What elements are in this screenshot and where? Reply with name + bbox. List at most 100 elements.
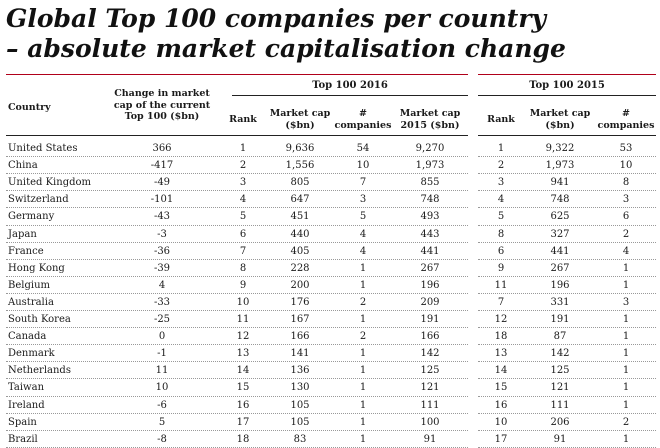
cell-co15: 2: [622, 416, 630, 428]
col-header-rank-2015: Rank: [487, 114, 515, 125]
cell-rank15: 1: [497, 143, 505, 154]
cell-mc16: 440: [290, 228, 310, 240]
cell-co16: 1: [359, 399, 367, 411]
group-header-2015: Top 100 2015: [529, 80, 605, 91]
row-divider: [6, 344, 468, 346]
cell-country: Japan: [8, 228, 37, 240]
cell-change: -43: [153, 211, 171, 223]
cell-country: Taiwan: [8, 382, 45, 394]
cell-change: 5: [158, 416, 166, 428]
cell-mc15b: 196: [550, 279, 570, 291]
cell-change: 0: [158, 331, 166, 343]
cell-mc15b: 267: [550, 262, 570, 274]
cell-mc15: 9,270: [415, 143, 445, 154]
cell-rank15: 15: [494, 382, 508, 394]
cell-country: Denmark: [8, 348, 55, 360]
cell-mc16: 167: [290, 314, 310, 325]
row-divider: [478, 292, 656, 294]
table-row: Switzerland -101 4 647 3 748 4 748 3: [6, 191, 656, 208]
row-divider: [6, 327, 468, 329]
cell-rank15: 13: [494, 348, 508, 360]
cell-rank16: 15: [236, 382, 250, 394]
cell-mc15b: 125: [550, 365, 570, 377]
row-divider: [478, 156, 656, 158]
row-divider: [6, 173, 468, 175]
cell-rank15: 18: [494, 331, 508, 343]
cell-country: Ireland: [8, 399, 45, 411]
row-divider: [478, 412, 656, 414]
cell-mc16: 1,556: [285, 160, 315, 172]
cell-co15: 3: [622, 296, 630, 308]
cell-change: -49: [153, 177, 171, 189]
cell-mc15: 166: [420, 331, 440, 343]
cell-co16: 10: [356, 160, 370, 172]
cell-country: United Kingdom: [8, 177, 91, 189]
cell-country: France: [8, 245, 44, 257]
cell-co15: 4: [622, 245, 630, 257]
cell-mc15b: 191: [550, 314, 570, 325]
cell-co15: 6: [622, 211, 630, 223]
cell-mc16: 105: [290, 399, 310, 411]
cell-mc16: 141: [290, 348, 310, 360]
cell-mc15: 121: [420, 382, 440, 394]
cell-rank15: 9: [497, 262, 505, 274]
cell-rank15: 11: [494, 279, 508, 291]
cell-co15: 1: [622, 262, 630, 274]
cell-change: -36: [153, 245, 171, 257]
cell-mc15b: 206: [550, 416, 570, 428]
row-divider: [6, 156, 468, 158]
cell-co15: 1: [622, 399, 630, 411]
cell-co15: 2: [622, 228, 630, 240]
top-rule-main: [6, 74, 468, 75]
cell-mc15: 209: [420, 296, 440, 308]
table-row: France -36 7 405 4 441 6 441 4: [6, 243, 656, 260]
cell-mc15b: 748: [550, 194, 570, 206]
cell-mc15b: 441: [550, 245, 570, 257]
group-header-2016: Top 100 2016: [312, 80, 388, 91]
row-divider: [6, 258, 468, 260]
cell-rank16: 3: [239, 177, 247, 189]
cell-co15: 1: [622, 433, 630, 445]
market-cap-table: Top 100 2016 Top 100 2015 Country Change…: [6, 74, 656, 448]
cell-mc15b: 9,322: [545, 143, 575, 154]
row-divider: [6, 378, 468, 380]
cell-country: Belgium: [8, 279, 50, 291]
row-divider: [6, 310, 468, 311]
cell-rank15: 17: [494, 433, 508, 445]
cell-country: Canada: [8, 331, 47, 343]
cell-rank16: 8: [239, 262, 247, 274]
row-divider: [478, 378, 656, 380]
header-rule-main: [6, 135, 468, 136]
top-rule-2015: [478, 74, 656, 75]
cell-mc15: 493: [420, 211, 440, 223]
cell-rank16: 11: [236, 314, 250, 325]
table-row: Belgium 4 9 200 1 196 11 196 1: [6, 277, 656, 294]
table-row: Denmark -1 13 141 1 142 13 142 1: [6, 345, 656, 362]
cell-rank16: 9: [239, 279, 247, 291]
cell-mc15: 196: [420, 279, 440, 291]
cell-country: China: [8, 160, 38, 172]
cell-co16: 4: [359, 245, 367, 257]
row-divider: [478, 395, 656, 397]
cell-mc15: 91: [423, 433, 437, 445]
cell-mc15: 748: [420, 194, 440, 206]
cell-country: United States: [8, 143, 78, 154]
cell-mc16: 805: [290, 177, 310, 189]
cell-rank15: 4: [497, 194, 505, 206]
cell-change: 4: [158, 279, 166, 291]
cell-mc16: 228: [290, 262, 310, 274]
row-divider: [478, 275, 656, 277]
table-row: United States 366 1 9,636 54 9,270 1 9,322 53: [6, 140, 656, 157]
col-header-rank-2016: Rank: [229, 114, 257, 125]
row-divider: [6, 190, 468, 192]
group-underline-2016: [232, 95, 468, 96]
table-row: Taiwan 10 15 130 1 121 15 121 1: [6, 379, 656, 396]
row-divider: [6, 241, 468, 243]
table-row: Ireland -6 16 105 1 111 16 111 1: [6, 397, 656, 414]
cell-mc16: 200: [290, 279, 310, 291]
row-divider: [478, 190, 656, 192]
cell-rank15: 6: [497, 245, 505, 257]
table-row: Japan -3 6 440 4 443 8 327 2: [6, 226, 656, 243]
table-row: Canada 0 12 166 2 166 18 87 1: [6, 328, 656, 345]
row-divider: [478, 173, 656, 175]
